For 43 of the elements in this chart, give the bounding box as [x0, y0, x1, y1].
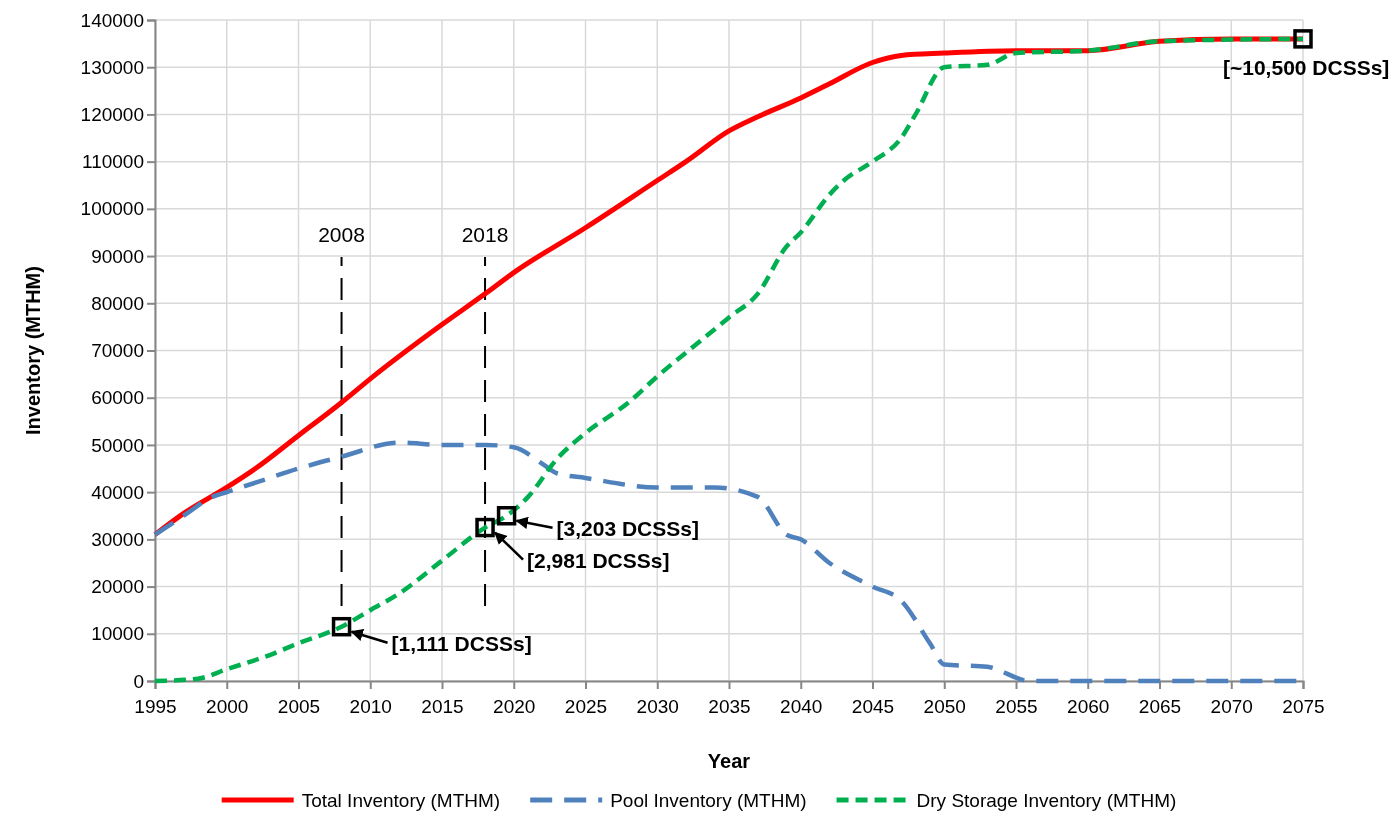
- x-tick-label: 1995: [134, 695, 177, 717]
- y-axis-title: Inventory (MTHM): [22, 266, 44, 435]
- x-tick-label: 2035: [708, 695, 751, 717]
- x-axis-title: Year: [707, 750, 751, 772]
- annotation: [3,203 DCSSs]: [556, 516, 699, 540]
- x-tick-label: 2075: [1282, 695, 1325, 717]
- y-tick-label: 60000: [91, 387, 144, 409]
- x-tick-label: 2005: [277, 695, 321, 717]
- x-tick-label: 2025: [564, 695, 608, 717]
- x-tick-label: 2045: [851, 695, 895, 717]
- x-tick-label: 2030: [636, 695, 679, 717]
- ref-line-label: 2008: [318, 223, 365, 246]
- x-tick-label: 2040: [780, 695, 823, 717]
- y-tick-label: 120000: [80, 104, 144, 126]
- x-tick-label: 2020: [493, 695, 536, 717]
- y-tick-label: 0: [133, 670, 144, 692]
- y-tick-label: 130000: [80, 56, 144, 78]
- x-tick-label: 2015: [421, 695, 464, 717]
- x-tick-label: 2000: [206, 695, 249, 717]
- y-tick-label: 80000: [91, 292, 144, 314]
- y-tick-label: 110000: [82, 151, 144, 173]
- x-tick-label: 2065: [1138, 695, 1182, 717]
- y-tick-label: 50000: [91, 434, 144, 456]
- y-tick-label: 100000: [80, 198, 144, 220]
- y-tick-label: 10000: [91, 623, 144, 645]
- x-tick-label: 2055: [995, 695, 1038, 717]
- y-tick-label: 30000: [91, 528, 144, 550]
- x-tick-label: 2060: [1067, 695, 1110, 717]
- legend-label: Total Inventory (MTHM): [301, 790, 501, 811]
- y-tick-label: 70000: [91, 340, 144, 362]
- x-tick-label: 2010: [349, 695, 392, 717]
- annotation: [~10,500 DCSSs]: [1223, 55, 1390, 79]
- x-tick-label: 2050: [923, 695, 966, 717]
- y-tick-label: 140000: [80, 9, 144, 31]
- legend-label: Dry Storage Inventory (MTHM): [916, 790, 1177, 811]
- ref-line-label: 2018: [461, 223, 509, 246]
- annotation: [2,981 DCSSs]: [527, 548, 670, 572]
- x-tick-label: 2070: [1210, 695, 1253, 717]
- annotation: [1,111 DCSSs]: [391, 631, 532, 655]
- legend-label: Pool Inventory (MTHM): [610, 790, 807, 811]
- y-tick-label: 20000: [91, 576, 144, 598]
- y-tick-label: 40000: [91, 481, 144, 503]
- y-tick-label: 90000: [91, 245, 144, 267]
